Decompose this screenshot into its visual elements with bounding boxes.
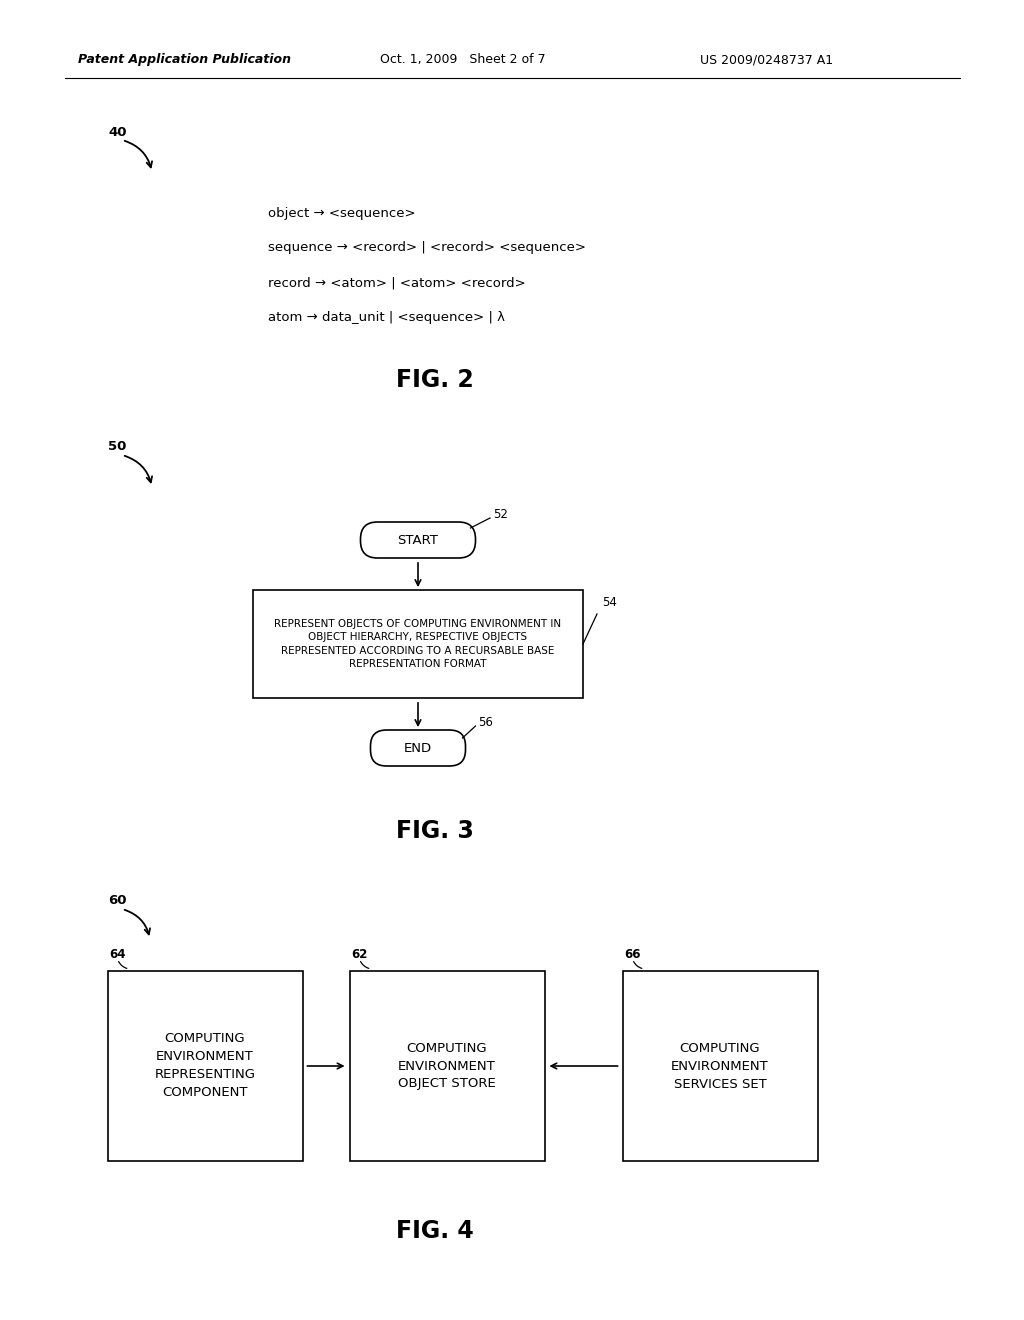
- Bar: [349, 972, 545, 1162]
- Bar: [623, 972, 817, 1162]
- Text: record → <atom> | <atom> <record>: record → <atom> | <atom> <record>: [268, 276, 525, 289]
- Text: FIG. 4: FIG. 4: [396, 1218, 474, 1243]
- Text: atom → data_unit | <sequence> | λ: atom → data_unit | <sequence> | λ: [268, 312, 505, 325]
- Text: 52: 52: [493, 507, 508, 520]
- Text: FIG. 3: FIG. 3: [396, 818, 474, 843]
- Text: COMPUTING
ENVIRONMENT
OBJECT STORE: COMPUTING ENVIRONMENT OBJECT STORE: [398, 1041, 496, 1090]
- Bar: [108, 972, 302, 1162]
- FancyBboxPatch shape: [371, 730, 466, 766]
- Text: 50: 50: [108, 441, 126, 454]
- Text: Patent Application Publication: Patent Application Publication: [78, 54, 291, 66]
- Text: object → <sequence>: object → <sequence>: [268, 206, 416, 219]
- Text: sequence → <record> | <record> <sequence>: sequence → <record> | <record> <sequence…: [268, 242, 586, 255]
- Text: 62: 62: [351, 949, 368, 961]
- Text: 60: 60: [108, 895, 127, 908]
- Text: 64: 64: [110, 949, 126, 961]
- Bar: [253, 590, 583, 698]
- Text: 56: 56: [478, 715, 494, 729]
- Text: 40: 40: [108, 125, 127, 139]
- FancyBboxPatch shape: [360, 521, 475, 558]
- Text: Oct. 1, 2009   Sheet 2 of 7: Oct. 1, 2009 Sheet 2 of 7: [380, 54, 546, 66]
- Text: US 2009/0248737 A1: US 2009/0248737 A1: [700, 54, 834, 66]
- Text: REPRESENT OBJECTS OF COMPUTING ENVIRONMENT IN
OBJECT HIERARCHY, RESPECTIVE OBJEC: REPRESENT OBJECTS OF COMPUTING ENVIRONME…: [274, 619, 561, 669]
- Text: START: START: [397, 533, 438, 546]
- Text: COMPUTING
ENVIRONMENT
SERVICES SET: COMPUTING ENVIRONMENT SERVICES SET: [671, 1041, 769, 1090]
- Text: 66: 66: [625, 949, 641, 961]
- Text: COMPUTING
ENVIRONMENT
REPRESENTING
COMPONENT: COMPUTING ENVIRONMENT REPRESENTING COMPO…: [155, 1032, 256, 1100]
- Text: 54: 54: [602, 595, 616, 609]
- Text: FIG. 2: FIG. 2: [396, 368, 474, 392]
- Text: END: END: [403, 742, 432, 755]
